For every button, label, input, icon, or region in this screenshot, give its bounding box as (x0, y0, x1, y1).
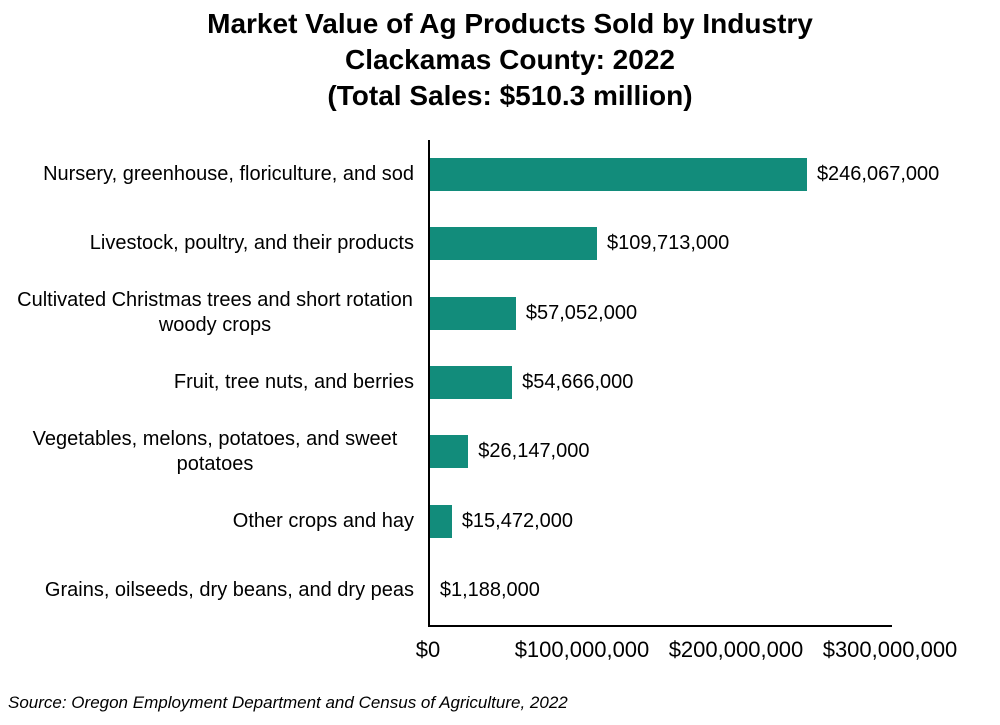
bar-track: $109,713,000 (428, 227, 890, 261)
value-label: $26,147,000 (478, 440, 590, 463)
bar-track: $1,188,000 (428, 573, 890, 607)
x-tick-label: $0 (415, 637, 441, 662)
bar-track: $26,147,000 (428, 435, 890, 469)
chart-row: Other crops and hay $15,472,000 (16, 486, 984, 555)
value-label: $1,188,000 (439, 578, 540, 601)
bar (428, 158, 807, 192)
chart-row: Fruit, tree nuts, and berries $54,666,000 (16, 348, 984, 417)
chart-title-line1: Market Value of Ag Products Sold by Indu… (207, 8, 813, 39)
x-tick-label: $300,000,000 (822, 637, 958, 662)
category-label: Nursery, greenhouse, floriculture, and s… (43, 163, 414, 186)
chart-title-line3: (Total Sales: $510.3 million) (327, 80, 693, 111)
chart-row: Livestock, poultry, and their products $1… (16, 209, 984, 278)
x-axis-line (428, 625, 892, 627)
category-label: Livestock, poultry, and their products (89, 232, 414, 255)
source-note: Source: Oregon Employment Department and… (8, 693, 568, 712)
bar-track: $15,472,000 (428, 504, 890, 538)
chart-title-line2: Clackamas County: 2022 (345, 44, 675, 75)
bar-track: $246,067,000 (428, 158, 939, 192)
category-label: Cultivated Christmas trees and short rot… (17, 289, 413, 337)
bar (428, 227, 597, 261)
category-label: Grains, oilseeds, dry beans, and dry pea… (44, 578, 414, 601)
bar-rows: Nursery, greenhouse, floriculture, and s… (16, 140, 984, 625)
value-label: $15,472,000 (461, 509, 574, 532)
category-label: Fruit, tree nuts, and berries (173, 370, 414, 393)
y-axis-line (428, 140, 430, 627)
bar (428, 296, 516, 330)
chart-row: Grains, oilseeds, dry beans, and dry pea… (16, 556, 984, 625)
value-label: $57,052,000 (525, 301, 638, 324)
category-label: Other crops and hay (232, 509, 414, 532)
chart-row: Cultivated Christmas trees and short rot… (16, 279, 984, 348)
bar (428, 435, 469, 469)
x-axis-ticks: $0 $100,000,000 $200,000,000 $300,000,000 (416, 637, 958, 665)
bar (428, 504, 452, 538)
value-label: $246,067,000 (816, 163, 940, 186)
chart-row: Vegetables, melons, potatoes, and sweet … (16, 417, 984, 486)
chart-row: Nursery, greenhouse, floriculture, and s… (16, 140, 984, 209)
value-label: $54,666,000 (522, 370, 634, 393)
chart-title: Market Value of Ag Products Sold by Indu… (0, 6, 1000, 114)
bar (428, 365, 513, 399)
category-label: Vegetables, melons, potatoes, and sweet … (32, 427, 398, 475)
bar-chart-plot: Nursery, greenhouse, floriculture, and s… (16, 140, 984, 625)
bar-track: $54,666,000 (428, 365, 890, 399)
x-tick-label: $200,000,000 (668, 637, 804, 662)
value-label: $109,713,000 (606, 232, 730, 255)
x-tick-label: $100,000,000 (514, 637, 650, 662)
bar-track: $57,052,000 (428, 296, 890, 330)
